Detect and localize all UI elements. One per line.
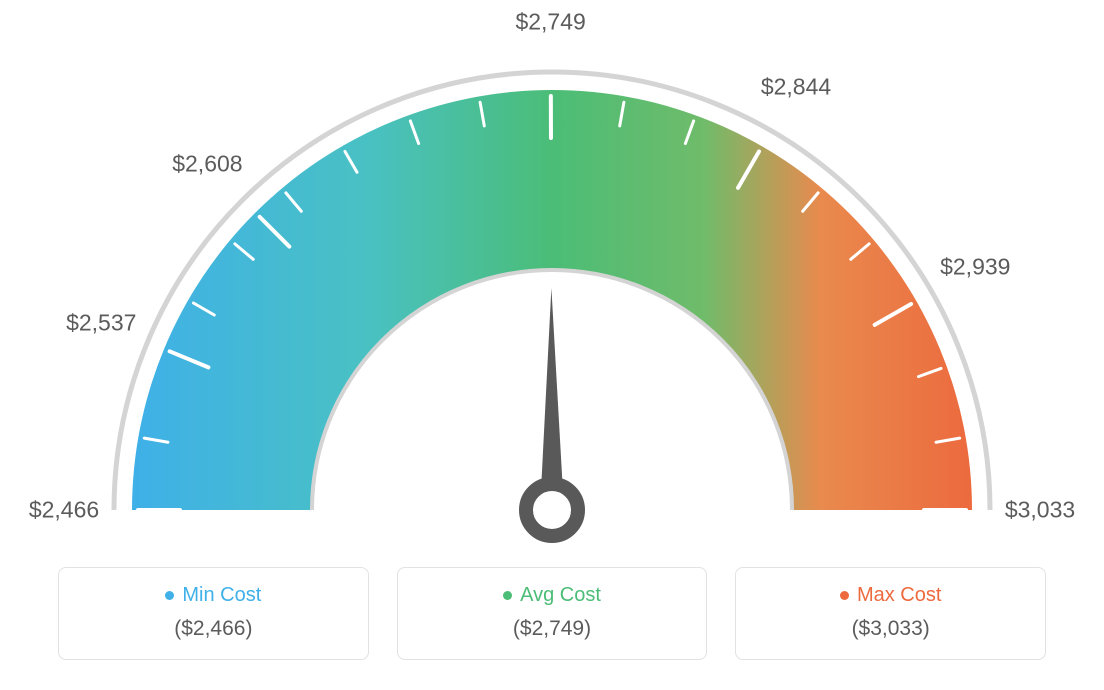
avg-cost-value: ($2,749): [408, 617, 697, 641]
max-cost-title: Max Cost: [840, 584, 941, 607]
avg-cost-label: Avg Cost: [520, 584, 601, 607]
min-cost-value: ($2,466): [69, 617, 358, 641]
gauge-tick-label: $2,749: [515, 9, 585, 36]
avg-cost-card: Avg Cost ($2,749): [397, 567, 708, 660]
min-cost-card: Min Cost ($2,466): [58, 567, 369, 660]
dot-icon: [840, 591, 849, 600]
dot-icon: [165, 591, 174, 600]
avg-cost-title: Avg Cost: [503, 584, 601, 607]
max-cost-value: ($3,033): [746, 617, 1035, 641]
max-cost-label: Max Cost: [857, 584, 941, 607]
gauge: $2,466 $2,537 $2,608 $2,749 $2,844 $2,939 $3,0…: [0, 10, 1104, 540]
max-cost-card: Max Cost ($3,033): [735, 567, 1046, 660]
dot-icon: [503, 591, 512, 600]
gauge-tick-label: $2,537: [66, 309, 136, 336]
gauge-tick-label: $2,608: [172, 151, 242, 178]
summary-cards: Min Cost ($2,466) Avg Cost ($2,749) Max …: [58, 567, 1046, 660]
gauge-tick-label: $2,466: [29, 497, 99, 524]
min-cost-label: Min Cost: [182, 584, 261, 607]
chart-container: $2,466 $2,537 $2,608 $2,749 $2,844 $2,939 $3,0…: [0, 0, 1104, 690]
min-cost-title: Min Cost: [165, 584, 261, 607]
gauge-tick-label: $3,033: [1005, 497, 1075, 524]
gauge-tick-label: $2,939: [940, 254, 1010, 281]
gauge-tick-label: $2,844: [761, 74, 831, 101]
